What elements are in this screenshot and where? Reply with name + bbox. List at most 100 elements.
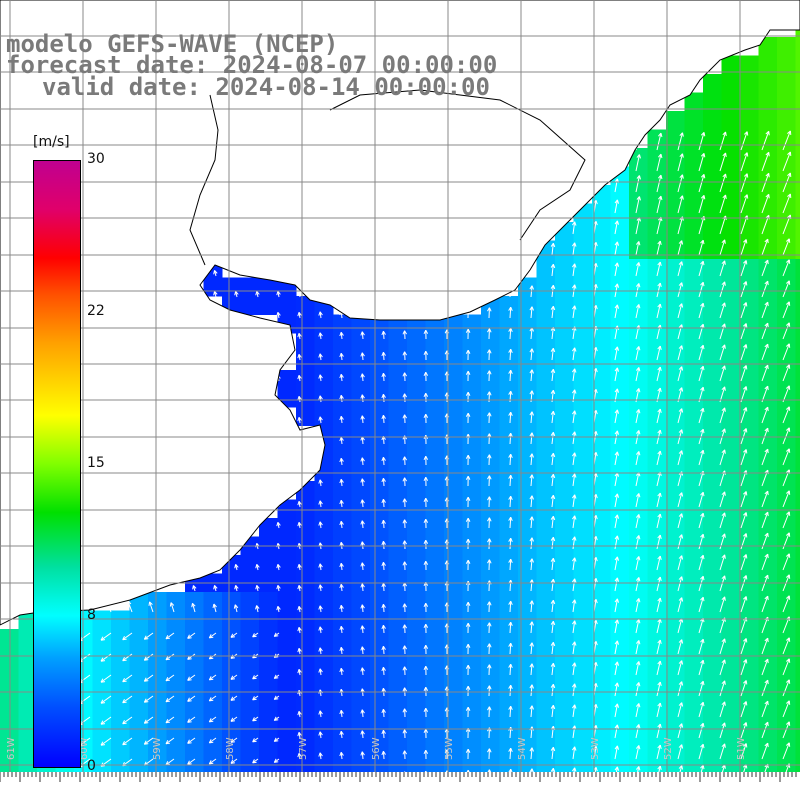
- wind-cell: [92, 610, 112, 630]
- wind-arrow: [508, 306, 513, 319]
- wind-arrow: [571, 704, 577, 718]
- wind-arrow: [740, 449, 748, 466]
- wind-cell: [610, 721, 630, 741]
- wind-cell: [555, 721, 574, 741]
- wind-arrow: [635, 724, 641, 739]
- wind-arrow: [571, 242, 577, 256]
- wind-arrow: [487, 685, 492, 697]
- wind-cell: [259, 629, 278, 648]
- wind-cell: [740, 370, 759, 389]
- wind-cell: [610, 610, 630, 630]
- wind-cell: [351, 721, 371, 741]
- wind-cell: [647, 185, 667, 204]
- wind-arrow: [698, 365, 705, 382]
- wind-arrow: [273, 632, 280, 637]
- wind-cell: [425, 481, 445, 500]
- wind-arrow: [529, 600, 534, 613]
- wind-arrow: [165, 737, 175, 745]
- wind-arrow: [614, 682, 620, 697]
- lon-label: 59W: [152, 737, 163, 760]
- wind-cell: [536, 518, 556, 537]
- wind-cell: [592, 277, 611, 297]
- wind-arrow: [635, 154, 641, 172]
- wind-arrow: [165, 695, 175, 703]
- wind-cell: [388, 721, 408, 741]
- wind-cell: [555, 351, 574, 371]
- wind-arrow: [698, 743, 705, 760]
- wind-cell: [740, 629, 759, 648]
- wind-cell: [592, 351, 611, 371]
- wind-cell: [629, 222, 648, 241]
- wind-arrow: [761, 700, 769, 718]
- wind-arrow: [614, 283, 620, 298]
- wind-cell: [777, 610, 796, 630]
- wind-arrow: [550, 242, 556, 256]
- wind-cell: [388, 647, 408, 667]
- wind-cell: [777, 37, 796, 56]
- wind-cell: [592, 370, 611, 389]
- wind-cell: [795, 296, 800, 315]
- wind-cell: [259, 277, 278, 297]
- wind-arrow: [187, 695, 196, 702]
- wind-cell: [573, 499, 593, 519]
- wind-cell: [407, 647, 426, 667]
- wind-arrow: [213, 291, 218, 298]
- wind-cell: [758, 74, 778, 93]
- wind-cell: [277, 370, 297, 389]
- wind-arrow: [423, 392, 429, 403]
- wind-cell: [481, 370, 500, 389]
- wind-cell: [555, 425, 574, 445]
- wind-cell: [721, 259, 741, 278]
- wind-cell: [222, 592, 241, 611]
- wind-cell: [666, 666, 685, 685]
- wind-cell: [721, 555, 741, 574]
- wind-cell: [684, 296, 704, 315]
- wind-cell: [758, 555, 778, 574]
- wind-cell: [610, 499, 630, 519]
- wind-arrow: [719, 323, 726, 340]
- wind-arrow: [740, 680, 748, 697]
- wind-cell: [240, 592, 260, 611]
- wind-cell: [462, 388, 482, 408]
- wind-cell: [758, 388, 778, 408]
- wind-cell: [795, 555, 800, 574]
- wind-cell: [666, 407, 685, 426]
- wind-cell: [555, 666, 574, 685]
- wind-cell: [314, 314, 334, 334]
- wind-cell: [481, 388, 500, 408]
- wind-arrow: [698, 596, 705, 613]
- wind-arrow: [614, 262, 620, 277]
- wind-cell: [240, 296, 260, 315]
- wind-cell: [148, 684, 167, 704]
- wind-arrow: [465, 496, 471, 508]
- wind-cell: [111, 703, 130, 722]
- wind-cell: [740, 166, 759, 186]
- wind-arrow: [423, 707, 429, 718]
- wind-arrow: [213, 270, 218, 277]
- wind-arrow: [381, 561, 386, 571]
- wind-cell: [462, 499, 482, 519]
- wind-cell: [573, 555, 593, 574]
- wind-cell: [222, 666, 241, 685]
- wind-cell: [758, 444, 778, 463]
- wind-cell: [462, 610, 482, 630]
- wind-cell: [703, 703, 722, 722]
- wind-cell: [721, 647, 741, 667]
- wind-cell: [277, 629, 297, 648]
- wind-cell: [573, 222, 593, 241]
- wind-cell: [444, 518, 463, 537]
- wind-arrow: [508, 642, 513, 655]
- wind-arrow: [740, 428, 748, 445]
- wind-cell: [444, 629, 463, 648]
- wind-cell: [296, 518, 315, 537]
- wind-arrow: [614, 640, 620, 655]
- wind-arrow: [276, 584, 281, 592]
- wind-cell: [518, 610, 537, 630]
- wind-arrow: [487, 412, 492, 424]
- wind-arrow: [402, 414, 408, 424]
- wind-arrow: [550, 431, 556, 445]
- wind-cell: [592, 647, 611, 667]
- wind-cell: [758, 277, 778, 297]
- wind-cell: [777, 314, 796, 334]
- wind-cell: [481, 647, 500, 667]
